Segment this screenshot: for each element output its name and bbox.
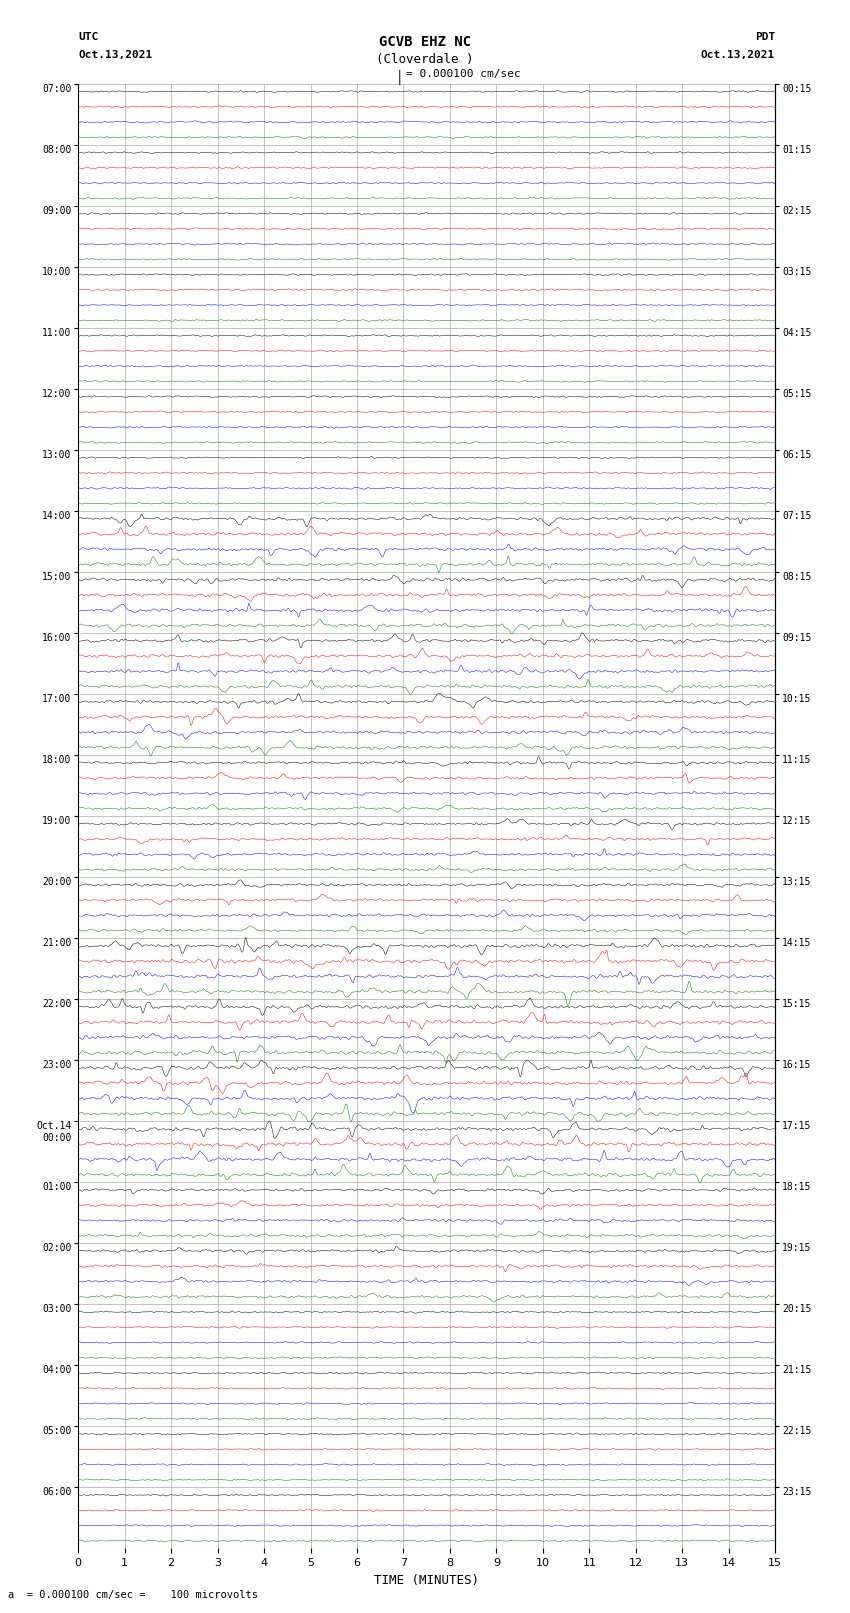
Text: a  = 0.000100 cm/sec =    100 microvolts: a = 0.000100 cm/sec = 100 microvolts — [8, 1590, 258, 1600]
Text: (Cloverdale ): (Cloverdale ) — [377, 53, 473, 66]
Text: │: │ — [396, 69, 403, 85]
Text: UTC: UTC — [78, 32, 99, 42]
Text: Oct.13,2021: Oct.13,2021 — [78, 50, 152, 60]
Text: GCVB EHZ NC: GCVB EHZ NC — [379, 35, 471, 50]
Text: = 0.000100 cm/sec: = 0.000100 cm/sec — [406, 69, 521, 79]
Text: Oct.13,2021: Oct.13,2021 — [701, 50, 775, 60]
Text: PDT: PDT — [755, 32, 775, 42]
X-axis label: TIME (MINUTES): TIME (MINUTES) — [374, 1574, 479, 1587]
